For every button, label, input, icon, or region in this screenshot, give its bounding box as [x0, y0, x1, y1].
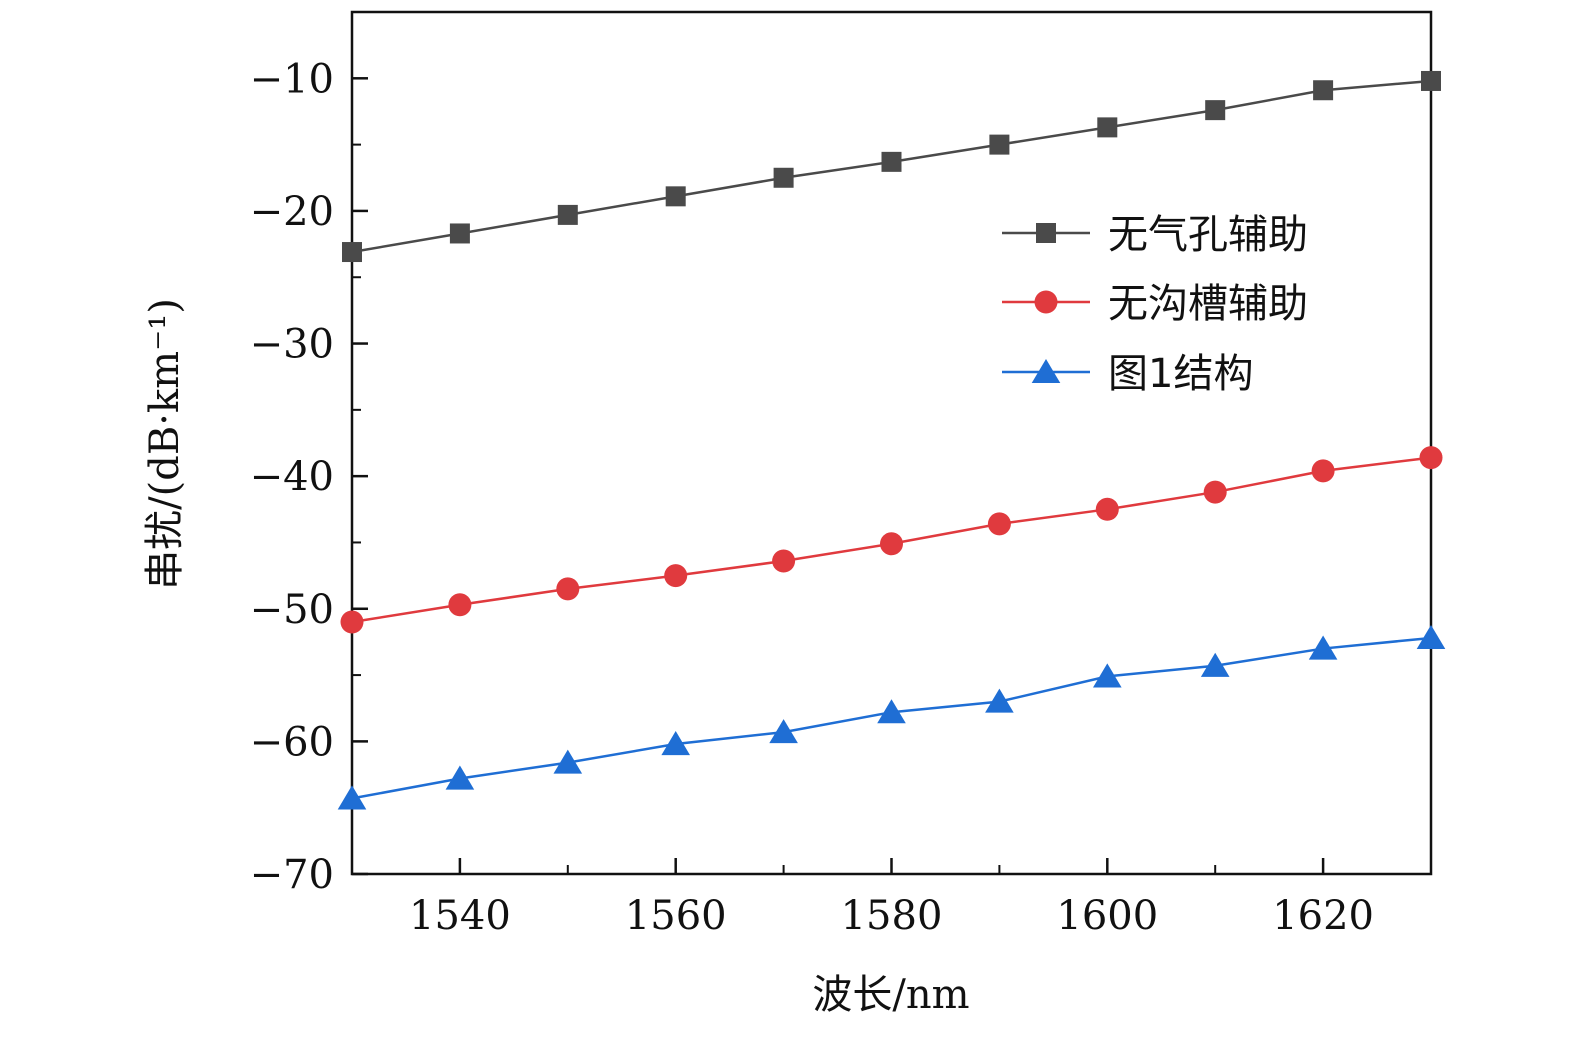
legend-item: 图1结构: [1002, 351, 1253, 397]
series-1: [342, 70, 1441, 263]
legend-marker: [1036, 223, 1056, 243]
x-tick-label: 1540: [409, 893, 511, 939]
y-tick-label: −10: [250, 56, 334, 102]
data-point: [342, 242, 362, 263]
data-point: [1311, 459, 1335, 483]
data-point: [340, 610, 364, 634]
data-point: [987, 512, 1011, 536]
y-tick-label: −30: [250, 322, 334, 368]
plot-border: [350, 10, 1433, 876]
data-point: [1203, 480, 1227, 504]
data-point: [556, 577, 580, 601]
legend-item: 无气孔辅助: [1002, 212, 1308, 258]
x-tick-label: 1560: [625, 893, 727, 939]
plot-frame: [350, 10, 1433, 876]
data-point: [1313, 80, 1334, 101]
data-point: [877, 699, 906, 724]
data-point: [448, 593, 472, 617]
x-tick-label: 1600: [1056, 893, 1158, 939]
data-point: [880, 532, 903, 556]
x-tick-label: 1580: [841, 893, 943, 939]
data-point: [557, 204, 578, 225]
data-point: [1095, 497, 1119, 521]
data-point: [553, 749, 583, 774]
x-axis-title: 波长/nm: [812, 972, 969, 1018]
data-point: [1205, 100, 1226, 121]
data-point: [1097, 117, 1118, 138]
y-axis-ticks: −10 −20 −30 −40 −50 −60 −70: [250, 11, 368, 898]
data-point: [769, 719, 798, 744]
x-axis-ticks: 1540 1560 1580 1600 1620: [351, 858, 1432, 939]
data-point: [1416, 624, 1446, 649]
legend-label: 无气孔辅助: [1108, 212, 1308, 258]
data-point: [773, 167, 794, 188]
data-point: [1421, 70, 1441, 91]
data-point: [989, 134, 1010, 155]
data-point: [664, 564, 688, 588]
data-point: [337, 785, 367, 810]
legend-item: 无沟槽辅助: [1002, 281, 1308, 327]
data-point: [449, 223, 470, 244]
y-tick-label: −40: [250, 454, 334, 500]
x-tick-label: 1620: [1272, 893, 1374, 939]
data-point: [1419, 446, 1443, 470]
series-3: [337, 624, 1446, 810]
series-2: [340, 446, 1443, 634]
legend-marker: [1031, 359, 1061, 384]
legend-label: 无沟槽辅助: [1108, 281, 1308, 327]
data-point: [1308, 635, 1338, 660]
y-tick-label: −60: [250, 719, 334, 765]
series-layer: [337, 70, 1446, 810]
data-point: [1200, 652, 1230, 677]
y-tick-label: −50: [250, 587, 334, 633]
data-point: [1093, 663, 1122, 688]
data-point: [881, 151, 902, 172]
data-point: [665, 186, 686, 207]
data-point: [661, 731, 690, 756]
y-tick-label: −20: [250, 189, 334, 235]
legend-label: 图1结构: [1108, 351, 1253, 397]
y-tick-label: −70: [250, 852, 334, 898]
data-point: [445, 765, 475, 790]
y-axis-title: 串扰/(dB·km⁻¹): [142, 298, 188, 590]
data-point: [985, 688, 1014, 713]
data-point: [772, 549, 796, 573]
legend-marker: [1034, 290, 1058, 314]
